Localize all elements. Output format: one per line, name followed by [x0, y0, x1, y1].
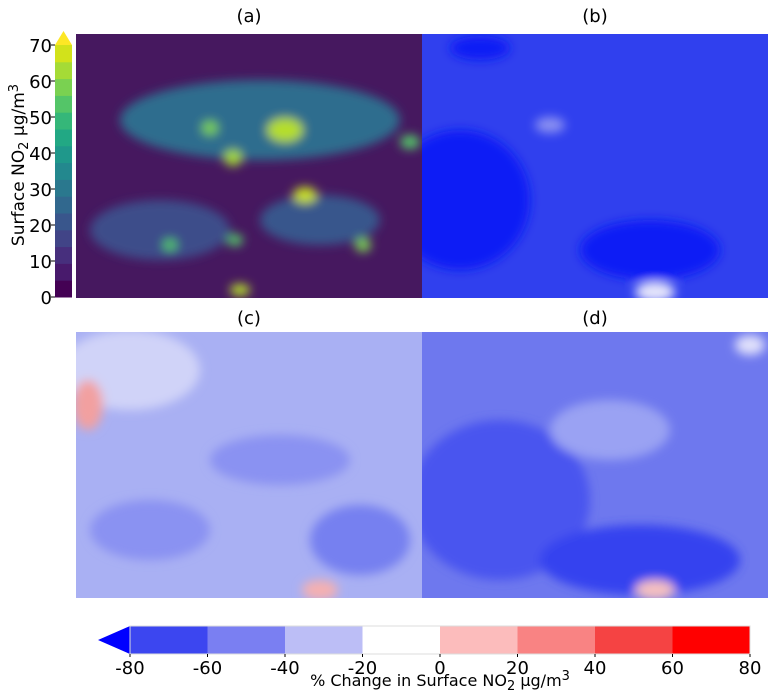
colorbar-segment — [673, 626, 751, 654]
tick-label: -40 — [270, 658, 299, 679]
colorbar-segment — [55, 163, 72, 180]
map-d — [410, 332, 768, 600]
colorbar-segment — [55, 129, 72, 146]
tick-label: 40 — [29, 144, 52, 165]
colorbar-segment — [518, 626, 596, 654]
label-sup: 3 — [562, 669, 570, 684]
map-b — [390, 34, 768, 302]
tick-label: 10 — [29, 252, 52, 273]
colorbar-segment — [55, 146, 72, 163]
colorbar-segment — [285, 626, 363, 654]
figure: (a)(b)(c)(d) 010203040506070 -80-60-40-2… — [0, 0, 768, 690]
colorbar-segment — [55, 230, 72, 247]
colorbar-segment — [55, 247, 72, 264]
panel-label: (a) — [236, 6, 261, 27]
label-part: μg/m — [9, 92, 29, 141]
panel-label: (b) — [582, 6, 607, 27]
tick-label: 60 — [29, 72, 52, 93]
label-part: % Change in Surface NO — [310, 671, 507, 690]
colorbar-segment — [55, 196, 72, 213]
colorbar-segment — [363, 626, 441, 654]
colorbar-top-label: Surface NO2 μg/m3 — [7, 84, 32, 246]
colorbar-segment — [55, 62, 72, 79]
colorbar-segment — [55, 79, 72, 96]
colorbar-extend — [55, 31, 72, 45]
tick-label: 70 — [29, 36, 52, 57]
colorbar-segment — [55, 112, 72, 129]
tick-label: -60 — [193, 658, 222, 679]
colorbar-segment — [440, 626, 518, 654]
tick-label: 40 — [584, 658, 607, 679]
colorbar-segment — [55, 280, 72, 297]
colorbar-bottom-label: % Change in Surface NO2 μg/m3 — [310, 669, 570, 690]
tick-label: 60 — [661, 658, 684, 679]
colorbar-top: 0 10 20 30 40 50 60 70 — [29, 31, 72, 309]
tick-label: 20 — [29, 216, 52, 237]
tick-label: 80 — [739, 658, 762, 679]
colorbar-segment — [55, 95, 72, 112]
colorbar-segment — [55, 263, 72, 280]
tick-label: 50 — [29, 108, 52, 129]
map-a — [76, 34, 422, 298]
tick-label: 30 — [29, 180, 52, 201]
panel-label: (c) — [237, 308, 261, 329]
label-part: Surface NO — [9, 150, 29, 246]
colorbar-segment — [55, 213, 72, 230]
label-sup: 3 — [7, 84, 22, 92]
tick-label: 0 — [41, 288, 52, 309]
colorbar-extend — [98, 626, 130, 654]
colorbar-segment — [55, 45, 72, 62]
colorbar-segment — [130, 626, 208, 654]
colorbar-segment — [55, 179, 72, 196]
label-sub: 2 — [507, 679, 515, 690]
colorbar-segment — [595, 626, 673, 654]
map-c — [60, 330, 422, 600]
colorbar-segment — [208, 626, 286, 654]
label-sub: 2 — [17, 142, 32, 150]
panel-label: (d) — [582, 308, 607, 329]
tick-label: -80 — [115, 658, 144, 679]
label-part: μg/m — [515, 671, 561, 690]
